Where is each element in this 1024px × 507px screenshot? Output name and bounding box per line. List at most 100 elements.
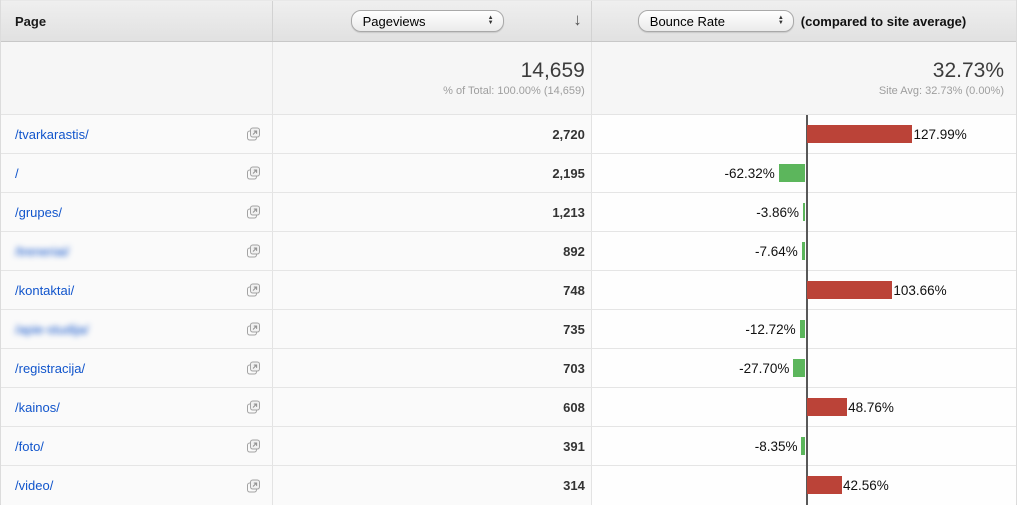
bounce-bar (801, 437, 805, 455)
bounce-metric-select[interactable]: Bounce Rate ▲ ▼ (637, 10, 794, 32)
bounce-bar (806, 398, 848, 416)
bounce-bar-cell: -3.86% (591, 193, 1016, 231)
page-link[interactable]: /kontaktai/ (15, 282, 75, 298)
page-cell: /video/ (1, 466, 274, 505)
table-body: /tvarkarastis/ 2,720 127.99% / (1, 115, 1016, 505)
pageviews-metric-label: Pageviews (362, 13, 426, 29)
page-column-header: Page (1, 1, 274, 41)
bounce-metric-label: Bounce Rate (649, 13, 725, 29)
table-row: / 2,195 -62.32% (1, 154, 1016, 193)
bounce-bar-cell: 103.66% (591, 271, 1016, 309)
summary-bounce-cell: 32.73% Site Avg: 32.73% (0.00%) (592, 42, 1016, 114)
open-in-new-window-icon[interactable] (246, 244, 261, 259)
pageviews-total: 14,659 (520, 58, 585, 82)
bounce-rate-average: 32.73% (932, 58, 1004, 82)
bounce-delta-label: 42.56% (842, 478, 889, 493)
bounce-bar-cell: 42.56% (591, 466, 1016, 505)
pageviews-percent-of-total: % of Total: 100.00% (14,659) (443, 84, 585, 97)
bounce-bar (799, 320, 805, 338)
bounce-delta-label: -8.35% (754, 439, 798, 454)
pageviews-value: 892 (273, 232, 592, 270)
bounce-bar-cell: -7.64% (591, 232, 1016, 270)
site-average-axis-line (806, 115, 808, 505)
bounce-bar-cell: 48.76% (591, 388, 1016, 426)
comparison-note: (compared to site average) (800, 13, 967, 29)
open-in-new-window-icon[interactable] (246, 283, 261, 298)
bounce-delta-label: -7.64% (755, 244, 798, 259)
bounce-delta-label: -3.86% (756, 205, 799, 220)
table-header: Page Pageviews ▲ ▼ ↓ Bounce Rate ▲ ▼ (1, 0, 1016, 42)
bounce-bar-cell: -8.35% (591, 427, 1016, 465)
page-cell: /kainos/ (1, 388, 274, 426)
select-stepper-icon: ▲ ▼ (487, 15, 494, 26)
table-row: /kainos/ 608 48.76% (1, 388, 1016, 427)
page-cell: /treneriai/ (1, 232, 274, 270)
open-in-new-window-icon[interactable] (246, 205, 261, 220)
page-link[interactable]: /apie-studija/ (15, 321, 89, 337)
open-in-new-window-icon[interactable] (246, 322, 261, 337)
page-cell: /foto/ (1, 427, 274, 465)
bounce-bar (801, 242, 805, 260)
bounce-bar (793, 359, 805, 377)
table-row: /kontaktai/ 748 103.66% (1, 271, 1016, 310)
pageviews-value: 2,720 (273, 115, 592, 153)
bounce-delta-label: 103.66% (893, 283, 947, 298)
bounce-delta-label: 48.76% (848, 400, 894, 415)
page-column-label: Page (15, 13, 47, 29)
page-cell: /tvarkarastis/ (1, 115, 274, 153)
bounce-site-avg-note: Site Avg: 32.73% (0.00%) (878, 84, 1004, 97)
page-link[interactable]: /grupes/ (15, 204, 62, 220)
bounce-bar-cell: -62.32% (591, 154, 1016, 192)
table-row: /grupes/ 1,213 -3.86% (1, 193, 1016, 232)
pageviews-value: 608 (273, 388, 592, 426)
pageviews-value: 735 (273, 310, 592, 348)
bounce-delta-label: 127.99% (913, 127, 967, 142)
bounce-bar (806, 125, 913, 143)
pageviews-value: 314 (273, 466, 592, 505)
page-cell: /apie-studija/ (1, 310, 274, 348)
pageviews-value: 2,195 (273, 154, 592, 192)
bounce-bar-cell: -12.72% (591, 310, 1016, 348)
bounce-delta-label: -62.32% (724, 166, 775, 181)
bounce-bar (778, 164, 805, 182)
summary-page-cell (1, 42, 274, 114)
pageviews-metric-select[interactable]: Pageviews ▲ ▼ (350, 10, 504, 32)
open-in-new-window-icon[interactable] (246, 166, 261, 181)
bounce-bar (806, 281, 893, 299)
pageviews-value: 1,213 (273, 193, 592, 231)
bounce-bar (806, 476, 842, 494)
page-link[interactable]: / (15, 165, 19, 181)
table-row: /foto/ 391 -8.35% (1, 427, 1016, 466)
page-link[interactable]: /tvarkarastis/ (15, 126, 89, 142)
bounce-bar-cell: 127.99% (591, 115, 1016, 153)
page-cell: /registracija/ (1, 349, 274, 387)
page-cell: /grupes/ (1, 193, 274, 231)
bounce-delta-label: -27.70% (739, 361, 790, 376)
pageviews-value: 748 (273, 271, 592, 309)
page-link[interactable]: /treneriai/ (15, 243, 70, 259)
bounce-column-header: Bounce Rate ▲ ▼ (compared to site averag… (592, 1, 1016, 41)
open-in-new-window-icon[interactable] (246, 400, 261, 415)
open-in-new-window-icon[interactable] (246, 478, 261, 493)
page-link[interactable]: /foto/ (15, 438, 44, 454)
table-row: /treneriai/ 892 -7.64% (1, 232, 1016, 271)
summary-row: 14,659 % of Total: 100.00% (14,659) 32.7… (1, 42, 1016, 115)
page-link[interactable]: /registracija/ (15, 360, 86, 376)
select-stepper-icon: ▲ ▼ (777, 15, 784, 26)
open-in-new-window-icon[interactable] (246, 361, 261, 376)
pageviews-value: 391 (273, 427, 592, 465)
table-row: /registracija/ 703 -27.70% (1, 349, 1016, 388)
pageviews-column-header: Pageviews ▲ ▼ ↓ (273, 1, 592, 41)
page-link[interactable]: /video/ (15, 478, 54, 493)
page-cell: /kontaktai/ (1, 271, 274, 309)
page-link[interactable]: /kainos/ (15, 399, 60, 415)
bounce-delta-label: -12.72% (745, 322, 796, 337)
sort-descending-icon[interactable]: ↓ (573, 10, 582, 30)
pageviews-value: 703 (273, 349, 592, 387)
open-in-new-window-icon[interactable] (246, 127, 261, 142)
summary-pageviews-cell: 14,659 % of Total: 100.00% (14,659) (273, 42, 592, 114)
open-in-new-window-icon[interactable] (246, 439, 261, 454)
bounce-bar (802, 203, 805, 221)
